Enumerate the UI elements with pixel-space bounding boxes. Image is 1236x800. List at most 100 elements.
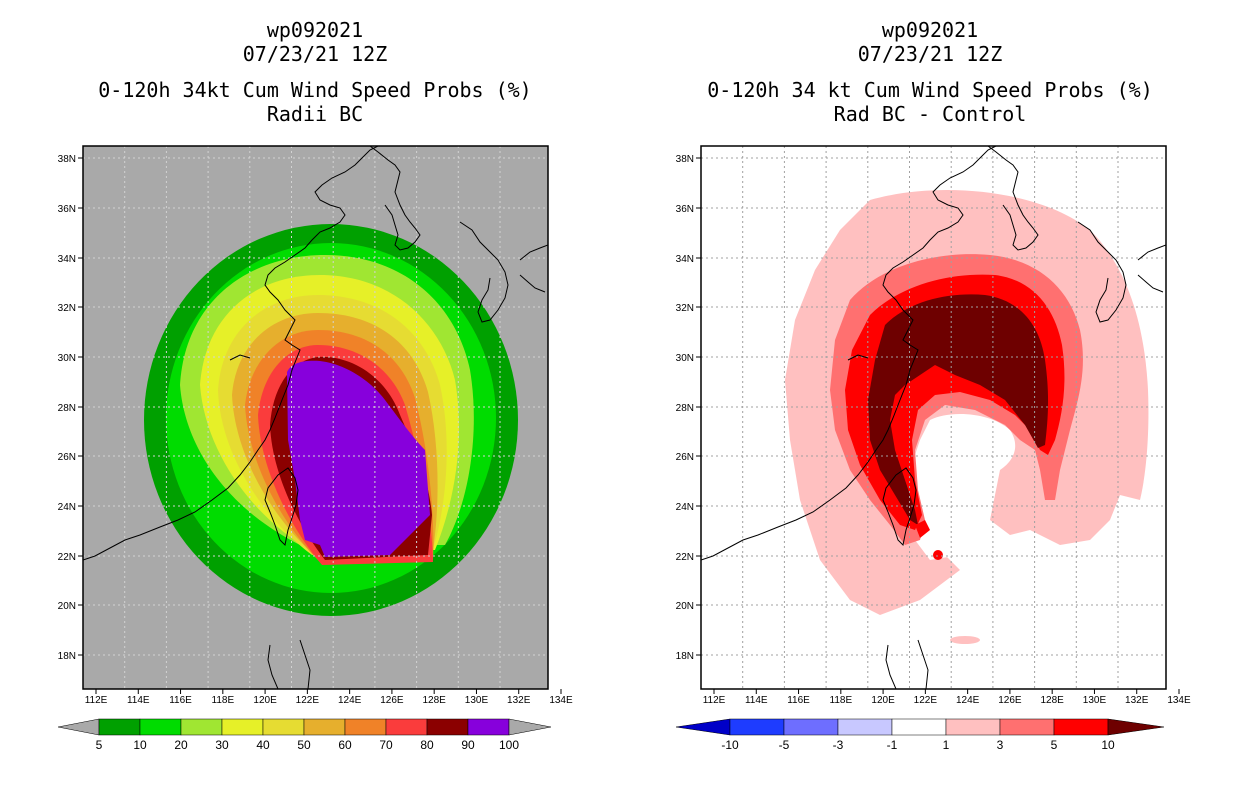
left-colorbar-label: 70 xyxy=(379,738,393,752)
right-colorbar-label: -3 xyxy=(833,738,844,752)
right-colorbar-low-arrow xyxy=(675,718,731,736)
right-colorbar-swatch xyxy=(783,718,839,736)
right-map xyxy=(700,145,1167,690)
left-lat-label: 28N xyxy=(58,403,76,414)
right-colorbar-label: 3 xyxy=(997,738,1004,752)
left-panel-title: wp092021 07/23/21 12Z 0-120h 34kt Cum Wi… xyxy=(55,18,575,126)
left-probability-contours xyxy=(144,224,518,616)
left-lon-label: 118E xyxy=(212,695,235,706)
right-lon-label: 116E xyxy=(787,695,810,706)
right-map-frame xyxy=(700,145,1167,690)
right-lat-label: 36N xyxy=(676,204,694,215)
right-colorbar-swatch xyxy=(837,718,893,736)
right-lat-label: 26N xyxy=(676,452,694,463)
left-product: 0-120h 34kt Cum Wind Speed Probs (%) xyxy=(98,78,532,102)
left-lat-label: 18N xyxy=(58,651,76,662)
left-lat-label: 36N xyxy=(58,204,76,215)
contour-diff-10 xyxy=(868,294,1049,525)
left-lat-label: 30N xyxy=(58,353,76,364)
left-gridlines xyxy=(83,146,548,689)
right-lon-label: 130E xyxy=(1083,695,1107,706)
left-lon-label: 116E xyxy=(169,695,192,706)
right-colorbar-label: 5 xyxy=(1051,738,1058,752)
left-lat-label: 32N xyxy=(58,303,76,314)
left-colorbar-swatch xyxy=(221,718,264,736)
left-lon-label: 132E xyxy=(507,695,531,706)
left-lon-label: 122E xyxy=(296,695,320,706)
left-map-frame xyxy=(82,145,549,690)
right-lat-label: 38N xyxy=(676,154,694,165)
right-colorbar-swatch xyxy=(999,718,1055,736)
left-colorbar-high-arrow xyxy=(508,718,552,736)
right-lat-label: 32N xyxy=(676,303,694,314)
left-colorbar-label: 30 xyxy=(215,738,229,752)
right-lat-label: 24N xyxy=(676,502,694,513)
axis-labels: 112E 114E 116E 118E 120E 122E 124E 126E 128E 130E… xyxy=(58,154,1191,706)
right-colorbar-swatch xyxy=(729,718,785,736)
right-lon-label: 132E xyxy=(1125,695,1149,706)
left-colorbar-swatch xyxy=(139,718,182,736)
right-lon-label: 124E xyxy=(956,695,980,706)
right-lon-label: 122E xyxy=(914,695,938,706)
left-colorbar-swatch xyxy=(303,718,346,736)
left-lat-label: 34N xyxy=(58,254,76,265)
right-lat-label: 28N xyxy=(676,403,694,414)
contour-diff-spot-2 xyxy=(933,550,943,560)
left-lon-label: 124E xyxy=(338,695,362,706)
left-colorbar-label: 10 xyxy=(133,738,147,752)
right-colorbar-label: -1 xyxy=(887,738,898,752)
left-lat-label: 24N xyxy=(58,502,76,513)
left-colorbar-label: 80 xyxy=(420,738,434,752)
left-colorbar-label: 60 xyxy=(338,738,352,752)
contour-100 xyxy=(287,360,430,557)
right-subtitle: Rad BC - Control xyxy=(833,102,1027,126)
left-lat-label: 22N xyxy=(58,552,76,563)
left-storm-id: wp092021 xyxy=(266,18,364,42)
right-colorbar-label: 1 xyxy=(943,738,950,752)
right-coastlines xyxy=(701,146,1166,689)
left-colorbar-label: 5 xyxy=(96,738,103,752)
left-coastlines xyxy=(83,146,548,689)
right-lon-label: 134E xyxy=(1167,695,1191,706)
left-lon-label: 134E xyxy=(549,695,573,706)
right-lon-label: 126E xyxy=(998,695,1022,706)
right-colorbar-label: -5 xyxy=(779,738,790,752)
left-map xyxy=(82,145,549,690)
right-lon-label: 120E xyxy=(871,695,895,706)
left-lon-label: 120E xyxy=(253,695,277,706)
right-colorbar-high-arrow xyxy=(1107,718,1165,736)
right-colorbar-swatch xyxy=(891,718,947,736)
left-colorbar-swatch xyxy=(180,718,223,736)
right-lat-label: 34N xyxy=(676,254,694,265)
left-date: 07/23/21 12Z xyxy=(242,42,388,66)
left-lon-label: 130E xyxy=(465,695,489,706)
right-product: 0-120h 34 kt Cum Wind Speed Probs (%) xyxy=(707,78,1153,102)
right-panel-title: wp092021 07/23/21 12Z 0-120h 34 kt Cum W… xyxy=(670,18,1190,126)
contour-diff-hole xyxy=(905,414,1016,560)
contour-diff-spot-3 xyxy=(950,636,980,644)
right-gridlines xyxy=(701,146,1166,689)
right-lat-label: 20N xyxy=(676,601,694,612)
right-lat-label: 30N xyxy=(676,353,694,364)
right-lon-label: 114E xyxy=(745,695,768,706)
right-colorbar-swatch xyxy=(945,718,1001,736)
left-lat-label: 20N xyxy=(58,601,76,612)
left-colorbar-swatch xyxy=(426,718,469,736)
right-storm-id: wp092021 xyxy=(881,18,979,42)
left-colorbar-label: 100 xyxy=(499,738,519,752)
left-lat-label: 26N xyxy=(58,452,76,463)
left-colorbar-swatch xyxy=(467,718,510,736)
left-lon-label: 112E xyxy=(85,695,108,706)
left-lon-label: 128E xyxy=(423,695,447,706)
right-difference-contours xyxy=(785,190,1149,644)
right-colorbar-label: 10 xyxy=(1101,738,1115,752)
left-colorbar-swatch xyxy=(385,718,428,736)
right-colorbar-label: -10 xyxy=(721,738,739,752)
right-lon-label: 128E xyxy=(1041,695,1065,706)
contour-diff-spot xyxy=(915,520,930,538)
right-lon-label: 118E xyxy=(830,695,853,706)
left-colorbar-label: 50 xyxy=(297,738,311,752)
left-colorbar-label: 40 xyxy=(256,738,270,752)
colorbars: 5 10 20 30 40 50 60 70 80 90 100 -10 -5 -3 -1 1 3 5 10 xyxy=(57,718,1165,752)
